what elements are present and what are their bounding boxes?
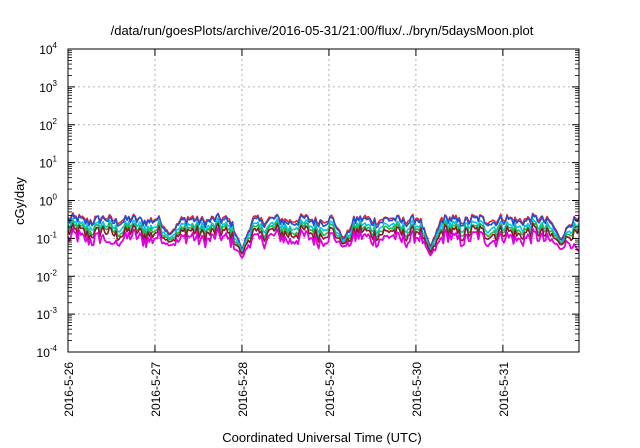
- y-tick-label: 10-2: [37, 268, 58, 284]
- x-tick-label: 2016-5-28: [236, 362, 250, 417]
- y-tick-exponent: 0: [53, 193, 58, 202]
- y-tick-exponent: -4: [50, 344, 58, 353]
- y-tick-label: 100: [39, 193, 57, 209]
- grid: [68, 49, 579, 352]
- y-tick-base: 10: [39, 119, 53, 133]
- x-tick-label: 2016-5-26: [62, 362, 76, 417]
- ticks: 10-410-310-210-11001011021031042016-5-26…: [37, 41, 579, 417]
- y-tick-base: 10: [39, 81, 53, 95]
- chart-title: /data/run/goesPlots/archive/2016-05-31/2…: [111, 23, 534, 38]
- x-tick-label: 2016-5-31: [497, 362, 511, 417]
- y-tick-exponent: 4: [53, 41, 58, 50]
- series-line: [67, 217, 580, 252]
- x-axis-label: Coordinated Universal Time (UTC): [222, 430, 421, 445]
- x-tick-label: 2016-5-27: [149, 362, 163, 417]
- y-axis-label: cGy/day: [12, 177, 27, 225]
- y-tick-base: 10: [37, 270, 51, 284]
- y-tick-exponent: -3: [50, 306, 58, 315]
- y-tick-base: 10: [37, 346, 51, 360]
- y-tick-exponent: -2: [50, 268, 58, 277]
- series-lines: [67, 212, 580, 259]
- y-tick-base: 10: [37, 308, 51, 322]
- x-tick-label: 2016-5-29: [323, 362, 337, 417]
- y-tick-label: 10-3: [37, 306, 58, 322]
- series-line: [67, 220, 580, 254]
- y-tick-base: 10: [37, 232, 51, 246]
- series-line: [67, 213, 580, 251]
- y-tick-base: 10: [39, 43, 53, 57]
- y-tick-label: 104: [39, 41, 57, 57]
- series-line: [67, 227, 580, 259]
- y-tick-base: 10: [39, 195, 53, 209]
- y-tick-label: 102: [39, 117, 57, 133]
- series-line: [67, 222, 580, 255]
- y-tick-base: 10: [39, 157, 53, 171]
- y-tick-exponent: 3: [53, 79, 58, 88]
- y-tick-label: 103: [39, 79, 57, 95]
- y-tick-label: 10-4: [37, 344, 58, 360]
- y-tick-label: 101: [39, 155, 57, 171]
- y-tick-exponent: 1: [53, 155, 58, 164]
- y-tick-label: 10-1: [37, 230, 58, 246]
- y-tick-exponent: -1: [50, 230, 58, 239]
- y-tick-exponent: 2: [53, 117, 58, 126]
- x-tick-label: 2016-5-30: [410, 362, 424, 417]
